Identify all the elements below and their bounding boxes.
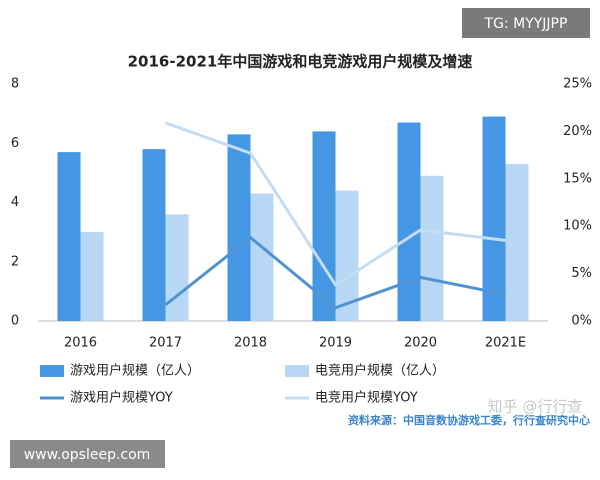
x-tick-label: 2019	[319, 336, 352, 351]
bar	[80, 232, 104, 321]
x-tick-label: 2017	[149, 336, 182, 351]
bar	[165, 214, 189, 321]
y-tick-label: 4	[11, 195, 19, 210]
bar	[420, 175, 444, 321]
bar	[250, 193, 274, 321]
y2-tick-label: 5%	[571, 266, 592, 281]
watermark: www.opsleep.com	[24, 447, 151, 463]
y-tick-label: 8	[11, 77, 19, 92]
bar	[505, 163, 529, 321]
x-tick-label: 2016	[64, 336, 97, 351]
y2-tick-label: 0%	[571, 314, 592, 329]
y2-tick-label: 25%	[563, 77, 592, 92]
x-tick-label: 2021E	[485, 336, 526, 351]
y-tick-label: 2	[11, 254, 19, 269]
legend-swatch	[40, 365, 64, 377]
bar	[482, 116, 506, 322]
legend-swatch	[285, 365, 309, 377]
bar	[397, 122, 421, 321]
watermark: TG: MYYJJPP	[484, 16, 568, 32]
y2-tick-label: 20%	[563, 124, 592, 139]
y-tick-label: 0	[11, 314, 19, 329]
bar	[335, 190, 359, 321]
y2-tick-label: 10%	[563, 219, 592, 234]
line-series	[164, 235, 506, 310]
y2-tick-label: 15%	[563, 171, 592, 186]
bar	[57, 152, 81, 321]
legend-label: 电竞用户规模（亿人）	[315, 363, 445, 379]
chart-title: 2016-2021年中国游戏和电竞游戏用户规模及增速	[128, 53, 473, 71]
source-note: 资料来源：中国音数协游戏工委，行行查研究中心	[348, 413, 590, 427]
watermark-box	[10, 440, 165, 468]
watermark: 知乎 @行行查	[488, 398, 583, 416]
watermark-box	[462, 8, 590, 38]
line-series	[164, 121, 506, 288]
legend-label: 游戏用户规模（亿人）	[70, 363, 200, 379]
bar	[227, 134, 251, 321]
x-tick-label: 2018	[234, 336, 267, 351]
legend-label: 游戏用户规模YOY	[70, 390, 173, 406]
legend-label: 电竞用户规模YOY	[315, 390, 418, 406]
y-tick-label: 6	[11, 136, 19, 151]
x-tick-label: 2020	[404, 336, 437, 351]
bar	[142, 149, 166, 321]
